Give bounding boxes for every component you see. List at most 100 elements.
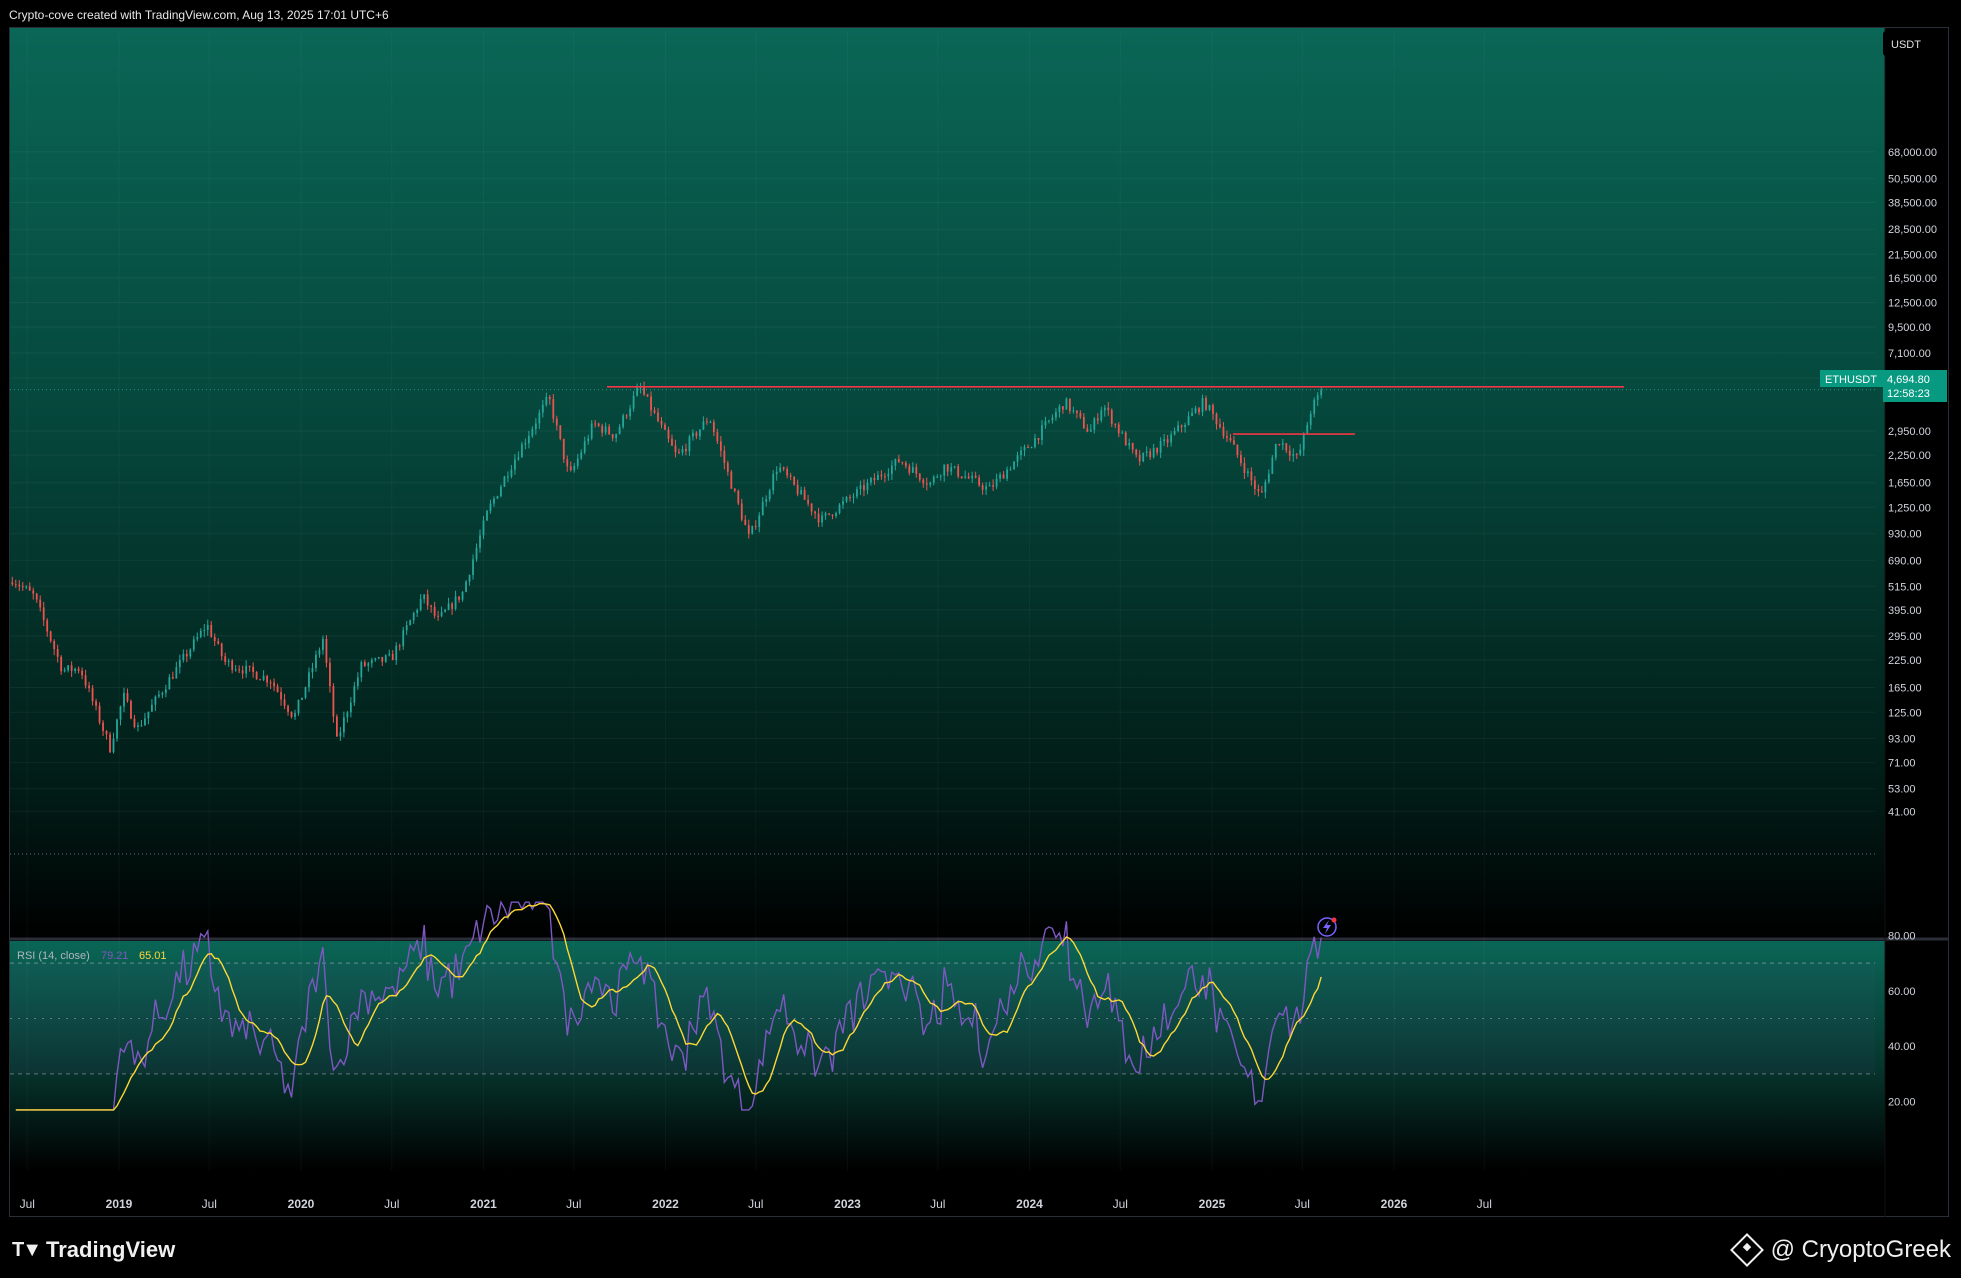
candle-body — [273, 682, 275, 687]
candle-body — [842, 501, 844, 505]
time-tick-label: 2023 — [834, 1197, 861, 1211]
rsi-title[interactable]: RSI (14, close) — [17, 950, 90, 962]
candle-body — [325, 638, 328, 663]
candle-body — [918, 473, 921, 480]
candle-body — [339, 732, 342, 737]
candle-body — [629, 408, 631, 417]
candle-body — [123, 693, 125, 707]
time-axis[interactable]: Jul 2019 Jul 2020 Jul 2021 Jul 2022 Jul 2023 Jul 20… — [20, 1197, 1492, 1211]
candle-body — [1009, 469, 1012, 471]
candle-body — [454, 596, 457, 609]
candle-body — [133, 718, 136, 727]
candle-body — [1191, 412, 1193, 417]
candle-body — [901, 462, 904, 464]
currency-badge-bg[interactable] — [1883, 31, 1945, 56]
currency-badge[interactable]: USDT — [1891, 39, 1921, 51]
candle-body — [1260, 491, 1263, 493]
candle-body — [206, 624, 209, 630]
candle-body — [946, 464, 949, 472]
candlestick-series — [11, 381, 1323, 754]
candle-body — [702, 421, 705, 430]
candle-body — [1309, 413, 1312, 425]
candle-body — [1138, 454, 1141, 462]
candle-body — [56, 649, 59, 657]
candle-body — [21, 586, 24, 588]
candle-body — [657, 412, 659, 422]
candle-body — [716, 432, 719, 442]
candle-body — [1229, 437, 1232, 441]
candle-body — [1201, 398, 1204, 413]
candle-body — [908, 466, 911, 473]
candle-body — [185, 654, 188, 657]
price-tick-label: 295.00 — [1888, 631, 1922, 643]
rsi-ma-line — [15, 903, 1322, 1111]
candle-body — [1159, 441, 1162, 453]
candle-body — [737, 490, 740, 504]
notification-dot — [1331, 917, 1337, 923]
candle-body — [304, 687, 307, 698]
candle-body — [587, 438, 590, 442]
price-tick-label: 2,950.00 — [1888, 426, 1931, 438]
candle-body — [39, 599, 42, 608]
candle-body — [915, 467, 918, 474]
candle-body — [897, 458, 900, 463]
time-tick-label: Jul — [1113, 1197, 1128, 1211]
lightning-icon[interactable] — [1317, 917, 1337, 937]
candle-body — [102, 722, 104, 731]
price-tick-label: 1,650.00 — [1888, 478, 1931, 490]
candle-body — [967, 476, 970, 479]
candle-body — [430, 605, 433, 607]
candle-body — [1041, 425, 1043, 440]
candle-body — [573, 465, 576, 471]
candle-body — [548, 396, 551, 400]
candle-body — [667, 429, 670, 439]
candle-body — [887, 473, 890, 477]
candle-body — [1117, 424, 1120, 434]
candle-body — [922, 479, 925, 484]
candle-body — [409, 620, 412, 626]
candle-body — [1055, 412, 1057, 418]
candle-body — [342, 717, 345, 733]
candle-body — [880, 474, 883, 477]
candle-body — [604, 426, 607, 433]
candle-body — [849, 497, 851, 499]
candle-body — [1177, 425, 1179, 432]
price-tick-label: 930.00 — [1888, 529, 1922, 541]
candle-body — [196, 636, 199, 640]
candle-body — [461, 591, 464, 600]
candle-body — [395, 645, 398, 661]
candle-body — [440, 611, 443, 617]
candle-body — [1145, 451, 1148, 453]
candle-body — [1320, 389, 1323, 396]
candle-body — [1299, 449, 1302, 455]
rsi-axis[interactable]: 80.00 60.00 40.00 20.00 — [1888, 930, 1916, 1108]
candle-body — [217, 641, 220, 644]
candle-body — [873, 477, 876, 481]
candle-body — [18, 584, 21, 587]
candle-body — [660, 421, 663, 425]
candle-body — [894, 458, 897, 466]
candle-body — [356, 677, 359, 687]
candle-body — [831, 514, 834, 516]
candle-body — [458, 596, 460, 600]
candle-body — [768, 490, 771, 500]
candle-body — [1205, 398, 1207, 410]
candle-body — [733, 488, 736, 491]
candle-body — [957, 466, 960, 477]
candle-body — [287, 705, 289, 712]
candle-body — [719, 441, 722, 451]
candle-body — [562, 438, 565, 460]
candle-body — [531, 429, 534, 437]
candle-body — [625, 415, 628, 417]
candle-body — [14, 584, 17, 586]
price-tick-label: 690.00 — [1888, 555, 1922, 567]
tradingview-logo[interactable]: T▼ TradingView — [12, 1237, 175, 1263]
candle-body — [943, 464, 946, 476]
candle-body — [140, 725, 143, 727]
candle-body — [541, 404, 544, 413]
price-axis[interactable]: 68,000.00 50,500.00 38,500.00 28,500.00 21,5… — [1888, 147, 1937, 819]
price-tick-label: 68,000.00 — [1888, 147, 1937, 159]
candle-body — [231, 660, 234, 670]
candle-body — [859, 485, 862, 490]
